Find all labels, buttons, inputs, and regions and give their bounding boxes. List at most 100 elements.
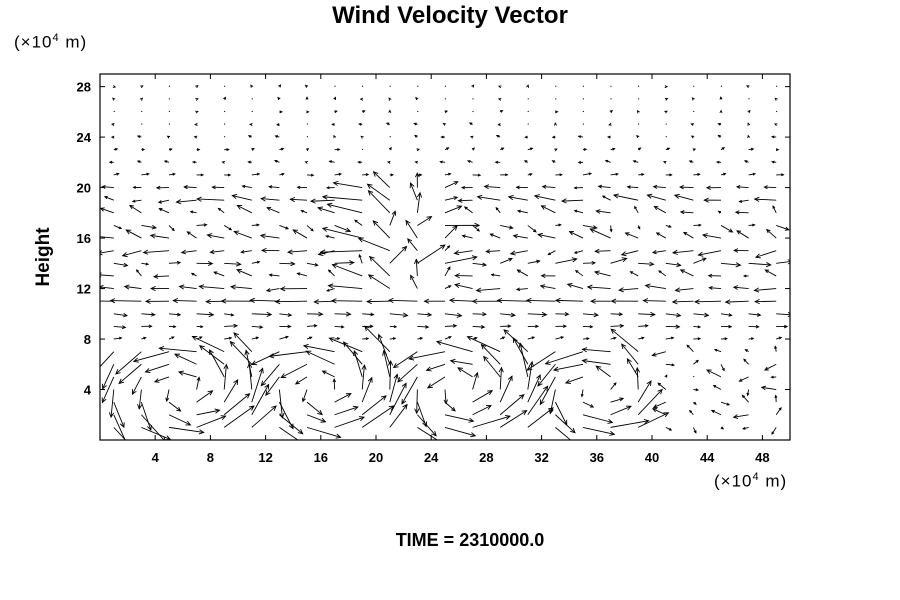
wind-vector — [448, 297, 473, 303]
wind-vector — [461, 234, 473, 239]
wind-vector — [327, 283, 363, 289]
wind-vector — [265, 288, 280, 293]
wind-vector — [223, 135, 226, 138]
wind-vector — [489, 233, 501, 239]
wind-vector — [457, 198, 473, 203]
wind-vector — [774, 123, 778, 127]
wind-vector — [457, 367, 473, 378]
wind-vector — [527, 311, 548, 318]
wind-vector — [500, 336, 506, 340]
wind-vector — [515, 287, 528, 292]
wind-vector — [693, 173, 701, 176]
wind-vector — [168, 85, 171, 87]
wind-vector — [738, 199, 749, 203]
wind-vector — [564, 376, 584, 384]
wind-vector — [671, 299, 694, 305]
wind-vector — [196, 376, 201, 390]
wind-vector — [747, 110, 751, 114]
wind-vector — [636, 109, 640, 114]
wind-vector — [449, 358, 473, 365]
wind-vector — [414, 160, 418, 164]
wind-vector — [397, 363, 418, 383]
wind-vector — [610, 397, 625, 403]
wind-vector — [358, 122, 363, 126]
wind-vector — [720, 225, 734, 233]
y-tick-label: 8 — [84, 332, 91, 347]
wind-vector — [655, 232, 667, 239]
x-tick-label: 8 — [207, 450, 214, 465]
wind-vector — [321, 226, 363, 239]
wind-vector — [168, 336, 175, 340]
wind-vector — [407, 238, 418, 251]
wind-vector — [444, 312, 463, 318]
wind-vector — [444, 110, 449, 114]
wind-vector — [466, 160, 473, 163]
wind-vector — [408, 351, 446, 361]
x-tick-label: 36 — [590, 450, 604, 465]
wind-vector — [775, 85, 778, 87]
wind-vector — [610, 257, 628, 264]
wind-vector — [260, 363, 280, 387]
wind-vector — [306, 426, 342, 439]
wind-vector — [342, 341, 363, 365]
wind-vector — [632, 160, 639, 163]
wind-vector — [527, 336, 536, 340]
wind-vector — [100, 236, 114, 239]
wind-vector — [500, 173, 509, 177]
wind-vector — [472, 371, 479, 390]
wind-vector — [682, 231, 694, 239]
wind-vector — [444, 336, 452, 340]
wind-vector — [515, 185, 528, 190]
wind-vector — [719, 96, 723, 100]
wind-vector — [472, 262, 488, 267]
wind-vector — [223, 363, 229, 390]
wind-vector — [555, 257, 578, 264]
wind-vector — [157, 199, 170, 204]
y-tick-label: 20 — [77, 181, 91, 196]
wind-vector — [444, 414, 475, 423]
wind-vector — [113, 262, 129, 268]
wind-vector — [743, 358, 749, 365]
x-tick-label: 20 — [369, 450, 383, 465]
wind-vector — [361, 364, 367, 390]
wind-vector — [646, 193, 666, 201]
wind-vector — [224, 148, 230, 152]
wind-vector — [674, 287, 694, 293]
wind-vector — [544, 351, 584, 365]
wind-vector — [389, 382, 407, 415]
wind-vector — [719, 109, 723, 114]
wind-vector — [642, 298, 666, 304]
wind-vector — [693, 375, 695, 378]
wind-vector — [195, 85, 199, 89]
wind-vector — [664, 85, 669, 89]
wind-vector — [582, 401, 595, 408]
wind-vector — [589, 228, 611, 239]
wind-vector — [251, 336, 260, 340]
wind-vector — [198, 345, 225, 365]
wind-vector — [251, 325, 264, 329]
wind-vector — [444, 426, 477, 438]
wind-vector — [196, 223, 208, 227]
wind-vector — [524, 135, 528, 139]
wind-vector — [251, 383, 270, 415]
wind-vector — [306, 262, 319, 267]
wind-vector — [416, 148, 420, 152]
wind-vector — [334, 172, 343, 176]
wind-vector — [279, 335, 289, 340]
wind-vector — [664, 110, 668, 114]
wind-vector — [366, 183, 391, 201]
wind-vector — [444, 172, 452, 176]
wind-vector — [361, 376, 373, 403]
wind-vector — [637, 98, 640, 100]
wind-vector — [389, 173, 395, 177]
wind-vector — [388, 109, 392, 113]
wind-vector — [694, 299, 722, 305]
wind-vector — [691, 97, 695, 101]
wind-vector — [775, 406, 782, 416]
wind-vector — [551, 160, 556, 164]
wind-vector — [693, 388, 700, 392]
wind-vector — [251, 110, 253, 113]
wind-vector — [472, 414, 511, 428]
wind-vector — [610, 147, 616, 151]
wind-vector — [211, 185, 225, 190]
